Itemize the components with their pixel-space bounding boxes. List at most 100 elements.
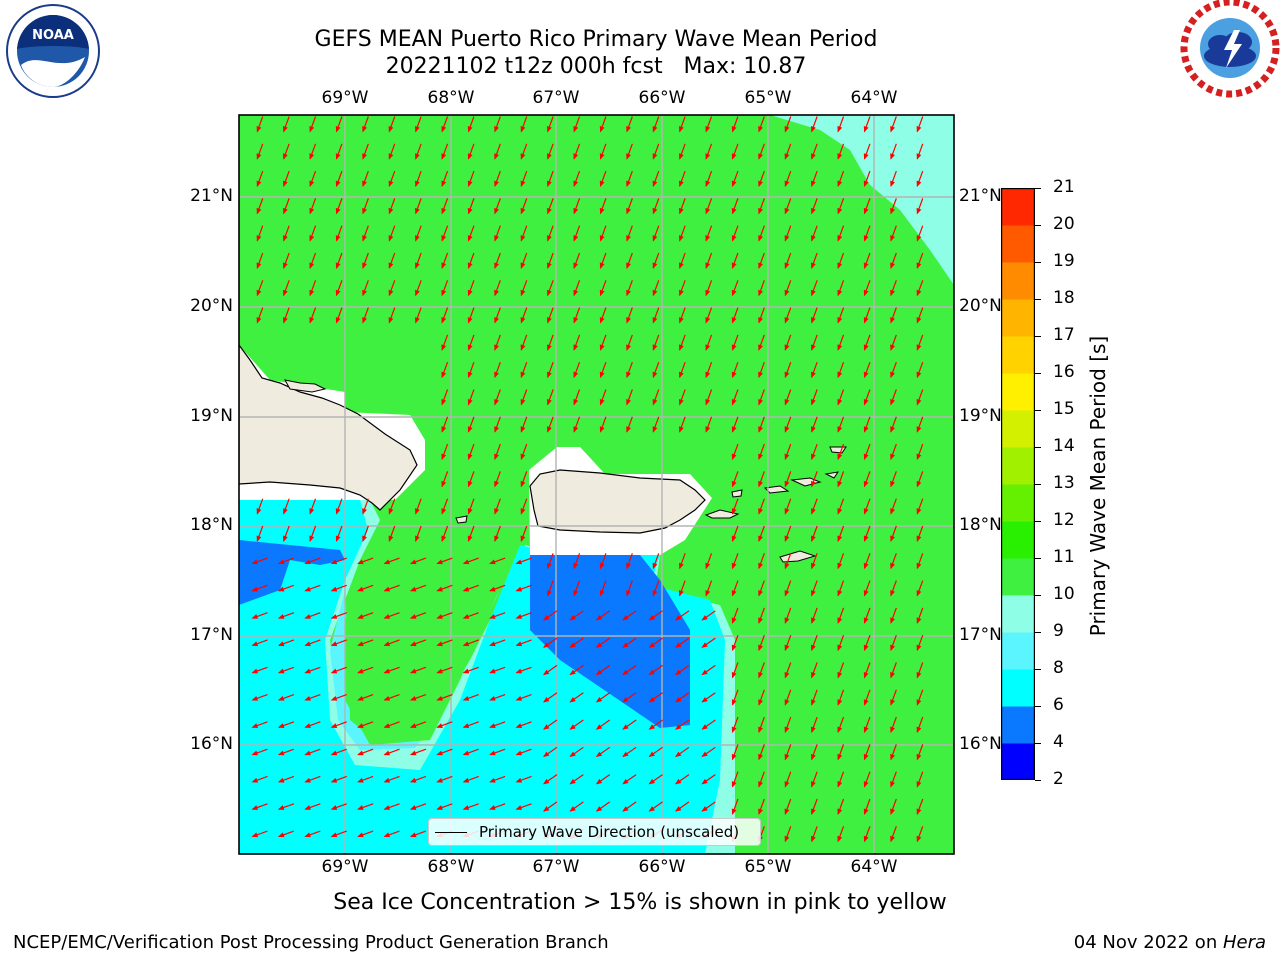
wave-direction-arrow — [652, 553, 660, 570]
wave-direction-arrow — [784, 143, 792, 160]
wave-direction-arrow — [916, 580, 924, 597]
legend-label: Primary Wave Direction (unscaled) — [479, 823, 740, 841]
wave-direction-arrow — [441, 334, 449, 351]
wave-direction-arrow — [675, 692, 690, 703]
wave-direction-arrow — [626, 334, 633, 351]
lat-right-label: 17°N — [959, 625, 1002, 645]
chart-title: GEFS MEAN Puerto Rico Primary Wave Mean … — [314, 27, 878, 52]
colorbar-tick-label: 4 — [1053, 732, 1064, 752]
wave-direction-arrow — [415, 116, 422, 133]
wave-direction-arrow — [811, 334, 818, 351]
colorbar-segment — [1001, 225, 1035, 263]
colorbar-tick-label: 13 — [1053, 473, 1075, 493]
wave-direction-arrow — [543, 637, 558, 648]
wave-direction-arrow — [811, 607, 818, 624]
wave-direction-arrow — [784, 471, 792, 488]
wave-direction-arrow — [335, 252, 343, 269]
wave-direction-arrow — [599, 170, 607, 188]
wave-direction-arrow — [520, 307, 528, 324]
wave-direction-arrow — [890, 525, 897, 542]
wave-direction-arrow — [436, 584, 453, 592]
wave-direction-arrow — [388, 252, 396, 269]
wave-direction-arrow — [436, 666, 453, 674]
wave-direction-arrow — [436, 639, 453, 647]
lon-bottom-label: 67°W — [532, 857, 580, 877]
wave-direction-arrow — [388, 198, 396, 215]
wave-direction-arrow — [573, 252, 581, 269]
wave-direction-arrow — [652, 334, 660, 351]
wave-direction-arrow — [626, 280, 633, 297]
wave-direction-arrow — [569, 746, 584, 758]
wave-direction-arrow — [494, 225, 501, 242]
wave-direction-arrow — [441, 198, 449, 215]
wave-direction-arrow — [599, 389, 607, 406]
colorbar-segment — [1001, 743, 1035, 781]
wave-direction-arrow — [436, 721, 453, 728]
wave-direction-arrow — [705, 553, 713, 570]
colorbar-tick-mark — [1035, 372, 1041, 374]
wave-direction-arrow — [569, 637, 584, 648]
wave-direction-arrow — [784, 744, 792, 761]
colorbar-tick-label: 17 — [1053, 325, 1075, 345]
wave-direction-arrow — [441, 116, 449, 133]
wave-direction-arrow — [547, 389, 554, 406]
colorbar-tick-label: 16 — [1053, 362, 1075, 382]
wave-direction-arrow — [863, 389, 871, 406]
wave-direction-arrow — [784, 389, 792, 406]
wave-direction-arrow — [520, 389, 528, 406]
wave-direction-arrow — [811, 143, 818, 160]
wave-direction-arrow — [863, 826, 871, 843]
wave-direction-arrow — [916, 771, 924, 788]
wave-direction-arrow — [863, 525, 871, 542]
wave-direction-arrow — [595, 746, 611, 758]
wave-direction-arrow — [520, 498, 528, 515]
wave-direction-arrow — [520, 170, 528, 188]
wave-direction-arrow — [599, 225, 607, 242]
wave-direction-arrow — [277, 666, 295, 674]
wave-direction-arrow — [256, 143, 264, 160]
wave-direction-arrow — [811, 280, 818, 297]
wave-direction-arrow — [731, 662, 739, 679]
wave-direction-arrow — [701, 692, 716, 703]
wave-direction-arrow — [520, 280, 528, 297]
wave-direction-arrow — [383, 612, 400, 619]
wave-direction-arrow — [415, 252, 422, 269]
wave-direction-arrow — [837, 307, 845, 324]
wave-direction-arrow — [489, 721, 506, 728]
wave-direction-arrow — [494, 498, 501, 515]
wave-direction-arrow — [595, 610, 611, 621]
lat-right-label: 19°N — [959, 406, 1002, 426]
wave-direction-arrow — [705, 389, 713, 406]
wave-direction-arrow — [256, 252, 264, 269]
wave-direction-arrow — [916, 280, 924, 297]
wave-direction-arrow — [573, 389, 581, 406]
wave-direction-arrow — [863, 252, 871, 269]
wave-direction-arrow — [652, 416, 660, 433]
wave-direction-arrow — [415, 198, 422, 215]
wave-direction-arrow — [784, 361, 792, 379]
wave-direction-arrow — [251, 612, 268, 619]
wave-direction-arrow — [890, 416, 897, 433]
wave-direction-arrow — [679, 252, 686, 269]
wave-direction-arrow — [837, 389, 845, 406]
wave-direction-arrow — [705, 580, 713, 597]
wave-direction-arrow — [626, 580, 633, 597]
wave-direction-arrow — [811, 716, 818, 734]
wave-direction-arrow — [652, 198, 660, 215]
wave-direction-arrow — [494, 416, 501, 433]
wave-direction-arrow — [837, 771, 845, 788]
wave-direction-arrow — [304, 584, 321, 592]
footer-host: Hera — [1222, 932, 1266, 953]
wave-direction-arrow — [648, 719, 663, 730]
wave-direction-arrow — [283, 225, 290, 242]
wave-direction-arrow — [679, 280, 686, 297]
colorbar-segment — [1001, 262, 1035, 300]
wave-direction-arrow — [890, 580, 897, 597]
wave-direction-arrow — [441, 225, 449, 242]
svg-text:NOAA: NOAA — [32, 28, 74, 43]
wave-direction-arrow — [890, 553, 897, 570]
wave-direction-arrow — [309, 525, 317, 542]
wave-direction-arrow — [648, 746, 663, 758]
wave-direction-arrow — [758, 744, 765, 761]
footer-credit: NCEP/EMC/Verification Post Processing Pr… — [13, 932, 609, 953]
